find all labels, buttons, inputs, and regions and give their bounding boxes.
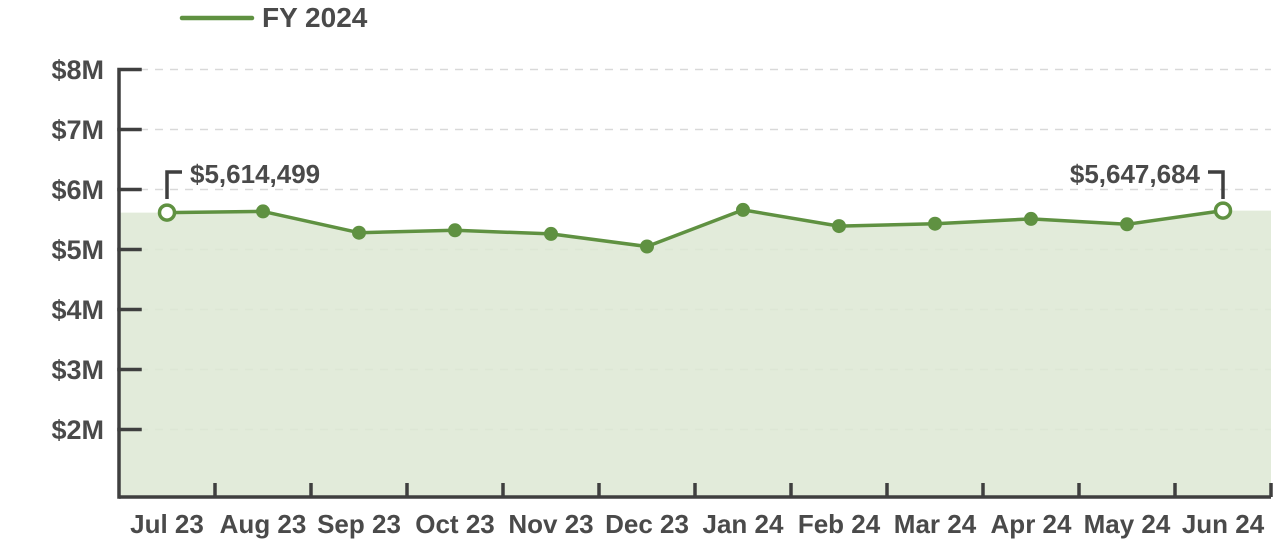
svg-text:May 24: May 24 (1084, 509, 1171, 539)
svg-text:$2M: $2M (51, 415, 104, 445)
svg-text:Jan 24: Jan 24 (703, 509, 784, 539)
svg-text:Aug 23: Aug 23 (220, 509, 307, 539)
svg-text:$7M: $7M (51, 115, 104, 145)
svg-text:Jul 23: Jul 23 (130, 509, 204, 539)
svg-text:Dec 23: Dec 23 (605, 509, 689, 539)
svg-text:Nov 23: Nov 23 (508, 509, 593, 539)
svg-text:Apr 24: Apr 24 (991, 509, 1072, 539)
svg-text:Feb 24: Feb 24 (798, 509, 881, 539)
svg-text:$4M: $4M (51, 295, 104, 325)
svg-text:$5,614,499: $5,614,499 (190, 159, 320, 189)
svg-text:FY 2024: FY 2024 (262, 2, 368, 33)
svg-text:$5M: $5M (51, 235, 104, 265)
svg-text:$5,647,684: $5,647,684 (1070, 159, 1201, 189)
svg-text:Mar 24: Mar 24 (894, 509, 977, 539)
svg-text:$8M: $8M (51, 55, 104, 85)
svg-text:Oct 23: Oct 23 (415, 509, 495, 539)
svg-text:Sep 23: Sep 23 (317, 509, 401, 539)
svg-text:$3M: $3M (51, 355, 104, 385)
svg-text:Jun 24: Jun 24 (1182, 509, 1265, 539)
svg-text:$6M: $6M (51, 175, 104, 205)
